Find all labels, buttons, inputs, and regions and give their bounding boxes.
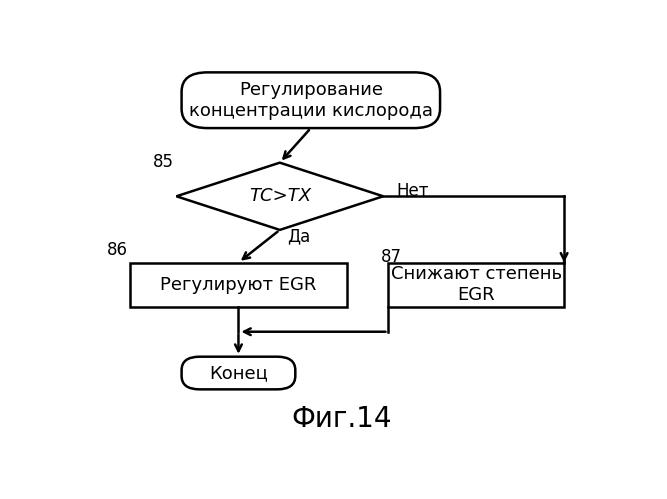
- Bar: [388, 262, 564, 307]
- Text: 86: 86: [107, 241, 127, 259]
- Text: Регулирование
концентрации кислорода: Регулирование концентрации кислорода: [189, 81, 433, 120]
- Text: Регулируют EGR: Регулируют EGR: [160, 275, 317, 293]
- FancyBboxPatch shape: [181, 72, 440, 128]
- Text: TC>TX: TC>TX: [249, 187, 311, 205]
- Text: Фиг.14: Фиг.14: [291, 405, 392, 433]
- Text: 87: 87: [380, 248, 402, 265]
- Text: 85: 85: [153, 153, 174, 171]
- Text: Конец: Конец: [209, 364, 268, 382]
- FancyBboxPatch shape: [181, 357, 295, 389]
- Text: Нет: Нет: [396, 182, 429, 200]
- Text: Снижают степень
EGR: Снижают степень EGR: [391, 265, 562, 304]
- Text: Да: Да: [287, 228, 311, 246]
- Bar: [130, 262, 347, 307]
- Polygon shape: [176, 163, 384, 230]
